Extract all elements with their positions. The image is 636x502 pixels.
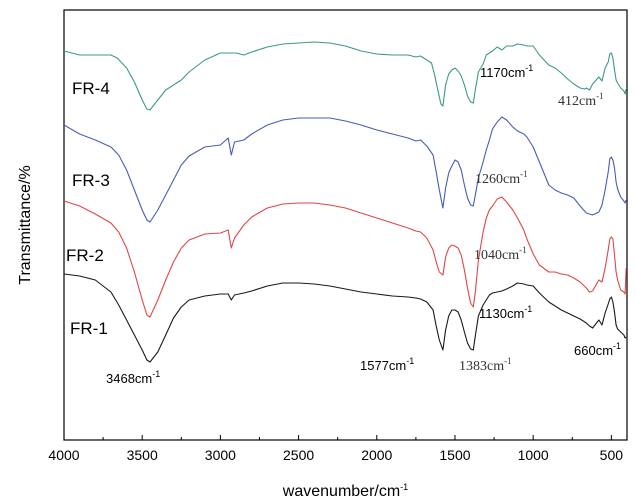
- peak-annotation-text: 1130cm: [479, 306, 524, 321]
- peak-annotation-text: 1577cm: [360, 358, 406, 373]
- peak-annotation-sup: -1: [524, 304, 532, 314]
- peak-annotation-text: 3468cm: [106, 371, 152, 386]
- series-fr-4: [63, 41, 627, 111]
- plot-border: [63, 9, 628, 441]
- x-tick-label: 500: [600, 447, 624, 463]
- peak-annotation: 1260cm-1: [475, 169, 528, 187]
- x-tick-label: 2500: [283, 447, 314, 463]
- peak-annotation-text: 1170cm: [480, 65, 525, 80]
- series-label-fr-1: FR-1: [70, 319, 108, 338]
- peak-annotation: 3468cm-1: [106, 369, 160, 386]
- peak-annotation: 660cm-1: [574, 341, 621, 358]
- x-tick-label: 1500: [439, 447, 470, 463]
- series-fr-2: [63, 196, 627, 318]
- peak-annotation-text: 1040cm: [474, 248, 519, 263]
- plot-frame: [63, 9, 628, 441]
- x-tick-label: 4000: [48, 447, 79, 463]
- peak-annotation: 1170cm-1: [480, 63, 533, 80]
- peak-annotation: 1577cm-1: [360, 356, 414, 373]
- peak-annotation-sup: -1: [504, 356, 512, 366]
- series-fr-1: [63, 273, 627, 363]
- x-axis-title-sup: -1: [400, 482, 408, 492]
- peak-annotation-text: 660cm: [574, 343, 613, 358]
- x-tick-label: 2000: [361, 447, 392, 463]
- peak-annotation: 1040cm-1: [474, 245, 527, 263]
- peak-annotation-sup: -1: [152, 369, 160, 379]
- peak-annotation-sup: -1: [525, 63, 533, 73]
- x-tick-label: 3500: [127, 447, 158, 463]
- peak-annotation-sup: -1: [596, 91, 604, 101]
- x-axis-ticks: 4000 3500 3000 2500 2000 1500 1000 500: [48, 435, 623, 463]
- peak-annotation: 1130cm-1: [479, 304, 532, 321]
- peak-annotation-text: 1260cm: [475, 172, 520, 187]
- y-axis-title: Transmittance/%: [17, 165, 34, 284]
- peak-annotation-sup: -1: [519, 245, 527, 255]
- peak-annotation: 412cm-1: [558, 91, 604, 109]
- x-tick-label: 3000: [205, 447, 236, 463]
- series-labels: FR-4 FR-3 FR-2 FR-1: [66, 79, 110, 338]
- x-axis-title: wavenumber/cm-1: [282, 482, 408, 500]
- peak-annotation-sup: -1: [520, 169, 528, 179]
- x-tick-label: 1000: [518, 447, 549, 463]
- peak-annotation-text: 1383cm: [459, 359, 504, 374]
- series-fr-3: [63, 116, 627, 223]
- peak-annotation: 1383cm-1: [459, 356, 512, 374]
- series-label-fr-3: FR-3: [72, 171, 110, 190]
- x-axis-title-text: wavenumber/cm: [282, 483, 400, 500]
- peak-annotation-sup: -1: [613, 341, 621, 351]
- series-label-fr-2: FR-2: [66, 246, 104, 265]
- series-layer: [63, 41, 627, 363]
- peak-annotation-text: 412cm: [558, 94, 596, 109]
- peak-annotation-sup: -1: [406, 356, 414, 366]
- peak-annotations: 1170cm-1412cm-11260cm-11040cm-11130cm-13…: [106, 63, 621, 386]
- series-label-fr-4: FR-4: [72, 79, 110, 98]
